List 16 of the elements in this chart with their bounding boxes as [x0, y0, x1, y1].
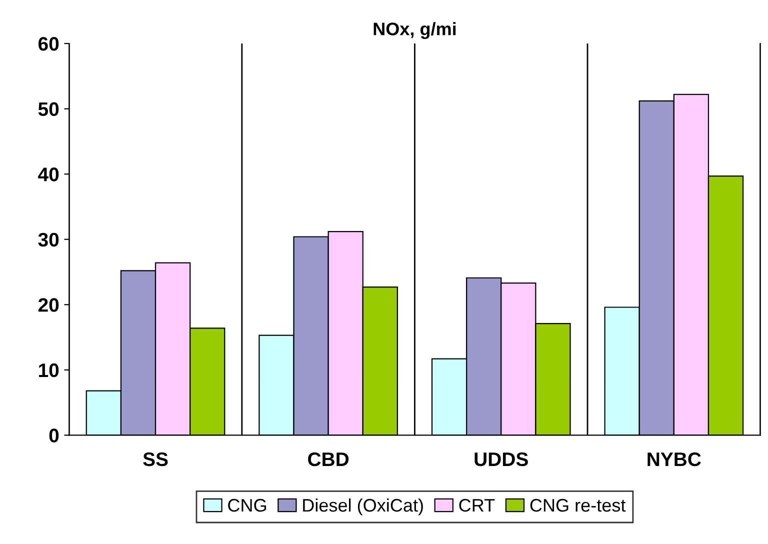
legend-label: CRT: [459, 498, 495, 512]
y-tick-label: 60: [38, 36, 59, 51]
x-tick-label: UDDS: [474, 452, 528, 466]
y-tick-label: 50: [38, 102, 59, 116]
x-tick-label: NYBC: [648, 452, 701, 466]
legend-label: CNG: [228, 498, 266, 512]
y-tick-label: 20: [38, 298, 59, 312]
legend-label: Diesel (OxiCat): [303, 498, 423, 516]
x-tick-label: SS: [143, 452, 168, 466]
y-tick-label: 10: [38, 363, 59, 378]
y-tick-label: 30: [38, 232, 59, 247]
y-tick-label: 0: [49, 428, 59, 442]
x-tick-label: CBD: [308, 452, 349, 466]
legend-label: CNG re-test: [530, 498, 626, 512]
chart-title: NOx, g/mi: [374, 22, 456, 40]
y-tick-label: 40: [38, 168, 59, 182]
